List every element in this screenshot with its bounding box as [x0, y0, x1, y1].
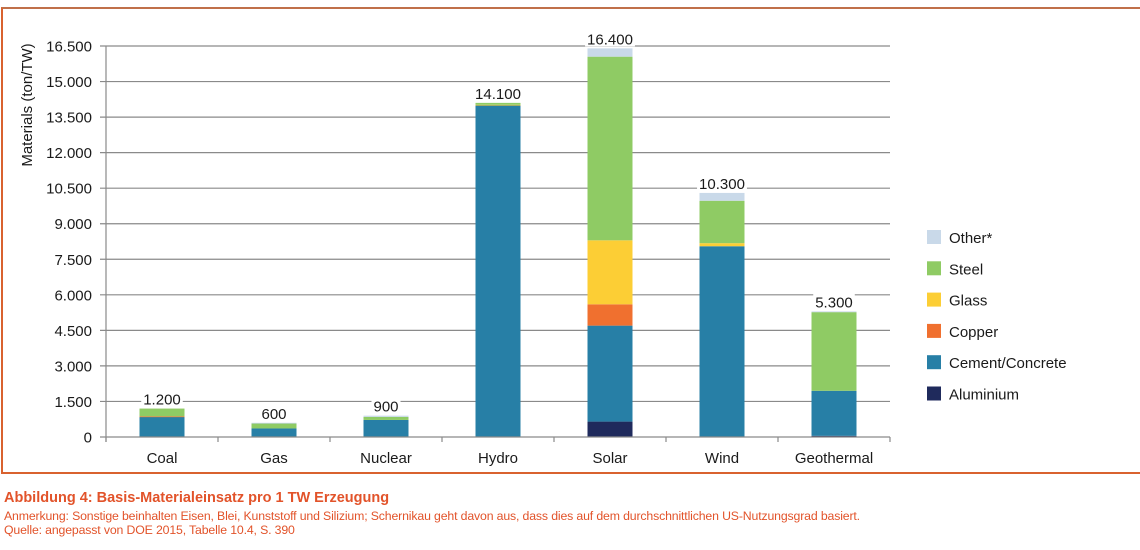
- y-tick-label: 10.500: [46, 181, 92, 198]
- legend-label: Copper: [949, 324, 998, 341]
- total-label-bg: [141, 390, 183, 407]
- x-tick-label: Wind: [705, 450, 739, 467]
- chart-frame: [1, 7, 1140, 474]
- x-axis: Coal Gas Nuclear Hydro Solar Wind Geothermal: [100, 46, 891, 467]
- legend-label: Steel: [949, 261, 983, 278]
- total-label: 5.300: [815, 294, 853, 311]
- bar-segment-cement-concrete: [475, 105, 521, 437]
- bar-segment-other: [363, 415, 409, 417]
- bar-segment-steel: [475, 102, 521, 105]
- bar-segment-cement-concrete: [363, 419, 409, 437]
- x-tick-label: Geothermal: [795, 450, 873, 467]
- legend-swatch: [927, 386, 941, 401]
- legend-swatch: [927, 230, 941, 244]
- legend-item: Steel: [927, 261, 983, 278]
- total-label-bg: [371, 397, 401, 414]
- y-tick-label: 15.000: [46, 74, 92, 91]
- total-label: 1.200: [143, 392, 181, 409]
- total-label-bg: [259, 404, 289, 421]
- bar-stack-nuclear: [363, 415, 409, 437]
- bar-segment-copper: [139, 416, 185, 418]
- bar-segment-glass: [475, 104, 521, 106]
- y-tick-label: 0: [84, 430, 92, 447]
- legend-item: Other*: [927, 230, 993, 247]
- bar-segment-glass: [587, 240, 633, 305]
- total-labels: 1.200 600 900 14.100 16.400 10.300 5.300: [141, 30, 855, 423]
- bar-segment-cement-concrete: [139, 416, 185, 437]
- total-label: 900: [373, 399, 398, 416]
- legend-item: Glass: [927, 292, 987, 310]
- legend-swatch: [927, 261, 941, 276]
- bar-stack-solar: [587, 48, 633, 437]
- y-tick-label: 6.000: [54, 287, 92, 304]
- total-label-bg: [473, 84, 523, 101]
- total-label: 16.400: [587, 31, 633, 48]
- x-tick-label: Gas: [260, 450, 288, 467]
- legend-swatch: [927, 355, 941, 370]
- x-tick-label: Hydro: [478, 450, 518, 467]
- legend-item: Aluminium: [927, 386, 1019, 404]
- y-tick-label: 13.500: [46, 110, 92, 127]
- legend-swatch: [927, 292, 941, 307]
- bar-segment-steel: [811, 312, 857, 391]
- bar-stack-geothermal: [811, 311, 857, 437]
- total-label: 600: [261, 406, 286, 423]
- y-tick-label: 4.500: [54, 323, 92, 340]
- bars: [139, 48, 857, 437]
- y-tick-label: 9.000: [54, 216, 92, 233]
- bar-segment-steel: [587, 56, 633, 241]
- x-tick-label: Solar: [592, 450, 627, 467]
- y-axis-ticks: 0 1.500 3.000 4.500 6.000 7.500 9.000 10.500 12.…: [46, 39, 92, 447]
- bar-stack-gas: [251, 422, 297, 437]
- bar-segment-copper: [587, 304, 633, 326]
- bar-stack-hydro: [475, 102, 521, 437]
- bar-segment-other: [811, 311, 857, 313]
- legend-label: Cement/Concrete: [949, 355, 1067, 372]
- x-tick-label: Coal: [147, 450, 178, 467]
- bar-segment-cement-concrete: [811, 390, 857, 436]
- y-tick-label: 7.500: [54, 252, 92, 269]
- figure-caption-title: Abbildung 4: Basis-Materialeinsatz pro 1…: [4, 490, 390, 506]
- total-label: 10.300: [699, 176, 745, 193]
- y-tick-label: 1.500: [54, 394, 92, 411]
- y-tick-label: 12.000: [46, 145, 92, 162]
- bar-segment-other: [699, 192, 745, 201]
- figure-caption-source: Quelle: angepasst von DOE 2015, Tabelle …: [4, 523, 295, 537]
- bar-segment-aluminium: [587, 421, 633, 437]
- bar-segment-other: [587, 48, 633, 57]
- bar-segment-steel: [363, 416, 409, 420]
- bar-segment-cement-concrete: [251, 428, 297, 437]
- legend-label: Aluminium: [949, 387, 1019, 404]
- bar-segment-glass: [699, 243, 745, 247]
- y-axis-label: Materials (ton/TW): [19, 43, 36, 166]
- y-tick-label: 3.000: [54, 358, 92, 375]
- bar-segment-steel: [699, 200, 745, 244]
- bar-segment-steel: [251, 423, 297, 429]
- bar-stack-coal: [139, 408, 185, 437]
- x-tick-label: Nuclear: [360, 450, 412, 467]
- y-tick-label: 16.500: [46, 39, 92, 56]
- legend: Other* Steel Glass Copper Cement/Concrete Alu…: [927, 230, 1067, 404]
- total-label: 14.100: [475, 86, 521, 103]
- bar-stack-wind: [699, 192, 745, 437]
- total-label-bg: [813, 293, 855, 310]
- legend-item: Cement/Concrete: [927, 355, 1067, 372]
- bar-segment-cement-concrete: [699, 246, 745, 437]
- legend-item: Copper: [927, 323, 998, 341]
- bar-segment-other: [251, 422, 297, 424]
- total-label-bg: [585, 30, 635, 47]
- figure-caption-note: Anmerkung: Sonstige beinhalten Eisen, Bl…: [4, 509, 860, 523]
- total-label-bg: [697, 174, 747, 191]
- bar-segment-steel: [139, 408, 185, 417]
- legend-label: Glass: [949, 293, 987, 310]
- legend-swatch: [927, 323, 941, 338]
- legend-label: Other*: [949, 230, 993, 247]
- bar-segment-cement-concrete: [587, 325, 633, 422]
- stacked-bar-chart: 0 1.500 3.000 4.500 6.000 7.500 9.000 10.500 12.…: [19, 30, 1067, 467]
